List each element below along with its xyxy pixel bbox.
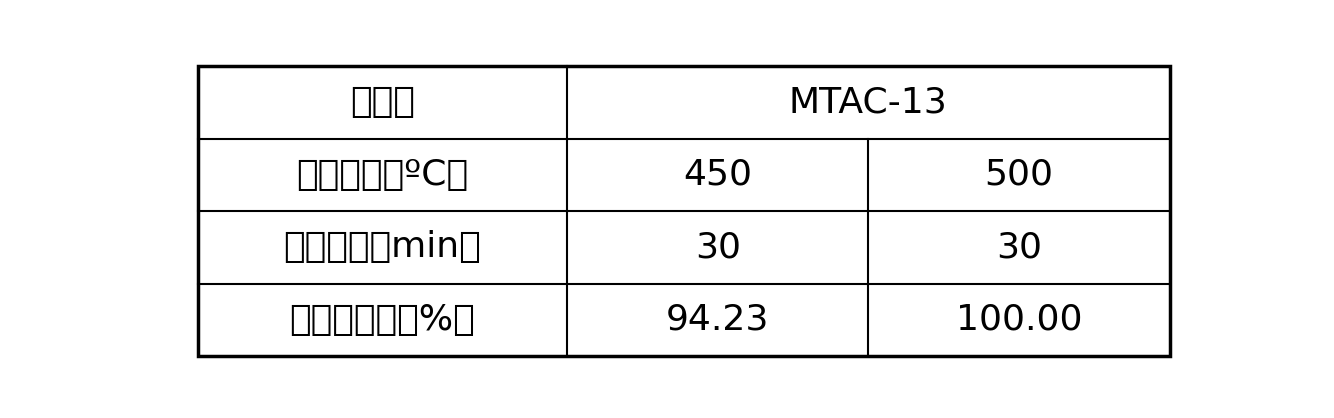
Text: 催化剂: 催化剂 <box>350 85 415 120</box>
Text: 反应温度（ºC）: 反应温度（ºC） <box>296 158 468 192</box>
Bar <box>197 66 1170 356</box>
Text: 甲醇转化率（%）: 甲醇转化率（%） <box>289 303 475 337</box>
Text: MTAC-13: MTAC-13 <box>788 85 947 120</box>
Text: 500: 500 <box>984 158 1054 192</box>
Text: 100.00: 100.00 <box>955 303 1082 337</box>
Text: 进料时间（min）: 进料时间（min） <box>284 230 482 264</box>
Text: 450: 450 <box>683 158 752 192</box>
Text: 30: 30 <box>996 230 1042 264</box>
Text: 94.23: 94.23 <box>666 303 770 337</box>
Text: 30: 30 <box>695 230 740 264</box>
